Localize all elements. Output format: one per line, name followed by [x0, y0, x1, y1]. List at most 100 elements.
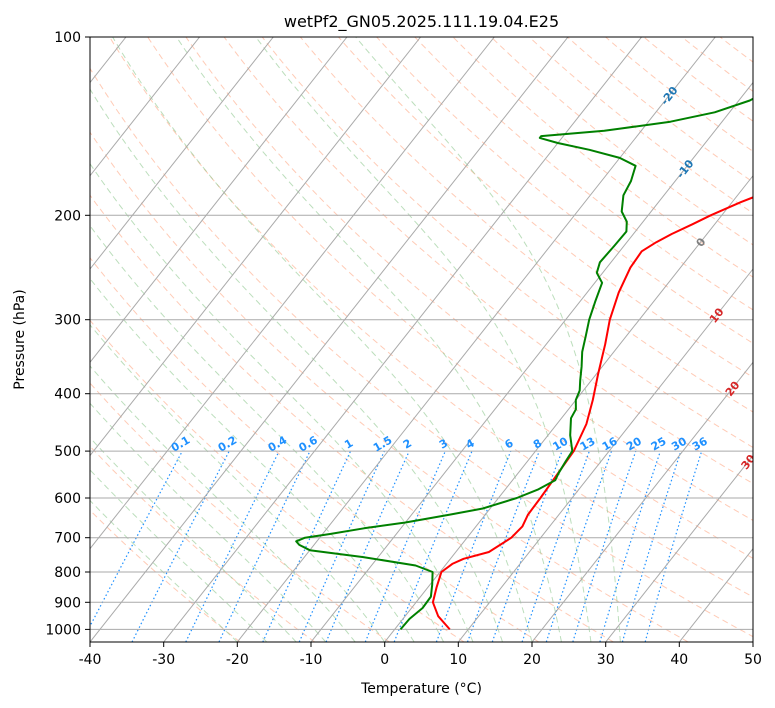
y-tick-label: 800: [54, 565, 81, 581]
isotherm-line: [384, 174, 753, 642]
dry-adiabat: [185, 37, 753, 522]
y-tick-label: 100: [54, 30, 81, 46]
isotherm-line: [90, 37, 421, 457]
moist-adiabat: [90, 324, 386, 642]
dry-adiabat: [109, 37, 753, 598]
dry-adiabat: [414, 37, 753, 311]
moist-adiabat: [90, 436, 297, 642]
y-tick-label: 600: [54, 491, 81, 507]
moist-adiabat: [90, 277, 415, 642]
moist-adiabats: [90, 37, 621, 642]
mixing-ratio-line: [521, 450, 590, 642]
y-tick-label: 500: [54, 444, 81, 460]
mixing-ratio-label: 2: [401, 437, 414, 452]
dry-adiabat: [90, 194, 614, 642]
isotherm-line: [90, 37, 495, 550]
mixing-ratio-line: [298, 450, 385, 642]
mixing-ratio-line: [491, 450, 563, 642]
isotherm-line: [90, 37, 200, 177]
x-tick-label: 50: [744, 652, 762, 668]
dry-adiabat: [90, 382, 390, 642]
moist-adiabat: [90, 224, 445, 642]
x-tick-label: 20: [523, 652, 541, 668]
y-tick-label: 200: [54, 208, 81, 224]
dry-adiabat: [490, 37, 753, 246]
dry-adiabat: [223, 37, 753, 485]
mixing-ratio-line: [262, 450, 352, 642]
moist-adiabat: [255, 37, 592, 642]
y-tick-label: 300: [54, 313, 81, 329]
dry-adiabat: [758, 37, 775, 642]
mixing-ratio-line: [466, 450, 540, 642]
moist-adiabat: [90, 402, 327, 642]
mixing-ratio-line: [131, 450, 230, 642]
isotherm-line: [531, 361, 753, 642]
y-tick-label: 1000: [45, 622, 81, 638]
dry-adiabat: [528, 37, 753, 214]
isotherm-line: [236, 37, 716, 642]
moist-adiabat: [90, 365, 356, 642]
dry-adiabat: [90, 509, 241, 642]
mixing-ratio-label: 4: [464, 436, 477, 451]
isotherm-line: [90, 37, 348, 364]
isotherm-line: [90, 37, 274, 270]
isotherm-line: [457, 268, 753, 642]
y-tick-label: 400: [54, 387, 81, 403]
chart-title: wetPf2_GN05.2025.111.19.04.E25: [284, 12, 559, 32]
x-tick-label: -10: [300, 652, 323, 668]
mixing-ratio-label: 6: [502, 436, 515, 451]
mixing-ratio-line: [545, 450, 613, 642]
mixing-ratio-line: [90, 450, 183, 628]
isotherm-line: [605, 454, 753, 642]
temperature-series: [431, 196, 753, 631]
mixing-ratio-line: [435, 450, 512, 642]
isotherm-line: [310, 81, 753, 642]
dry-adiabat: [605, 37, 753, 152]
isotherm-label: -10: [674, 157, 697, 181]
mixing-ratio-line: [364, 450, 446, 642]
x-tick-label: -30: [152, 652, 175, 668]
isotherm-label: 40: [754, 525, 774, 545]
moist-adiabat: [90, 162, 474, 642]
isotherm-label: 30: [739, 452, 759, 472]
dry-adiabat: [681, 37, 753, 92]
plot-frame: [89, 36, 754, 643]
mixing-ratio-line: [599, 450, 661, 642]
x-tick-label: 30: [597, 652, 615, 668]
moist-adiabat: [176, 37, 562, 642]
dry-adiabat: [567, 37, 753, 183]
mixing-ratio-line: [185, 450, 280, 642]
dry-adiabat: [90, 67, 753, 638]
x-tick-label: 40: [670, 652, 688, 668]
y-tick-label: 900: [54, 595, 81, 611]
isotherm-line: [752, 641, 753, 642]
mixing-ratio-label: 1: [342, 437, 355, 452]
dry-adiabat: [261, 37, 753, 448]
x-tick-label: 0: [380, 652, 389, 668]
mixing-ratio-lines: [90, 450, 703, 642]
mixing-ratio-line: [325, 450, 410, 642]
x-axis-ticks: -40 -30 -20 -10 0 10 20 30 40 50: [79, 642, 762, 668]
dry-adiabat: [90, 445, 315, 642]
isotherm-gridlines: [90, 37, 753, 642]
moist-adiabat: [90, 88, 503, 642]
dry-adiabat: [338, 37, 753, 378]
mixing-ratio-line: [621, 450, 682, 642]
mixing-ratio-label: 8: [531, 437, 544, 452]
dry-adiabat: [147, 37, 753, 559]
isotherm-label: -20: [658, 84, 681, 108]
isotherm-label: 0: [694, 235, 709, 249]
x-tick-label: -40: [79, 652, 102, 668]
isobar-gridlines: [90, 37, 753, 630]
profile-series: [295, 97, 753, 631]
isotherm-label: -30: [642, 11, 665, 35]
x-tick-label: -20: [226, 652, 249, 668]
isotherm-line: [90, 37, 569, 642]
isotherm-line: [163, 37, 642, 642]
dry-adiabat: [90, 319, 465, 642]
y-axis-label: Pressure (hPa): [12, 289, 28, 389]
x-tick-label: 10: [449, 652, 467, 668]
mixing-ratio-line: [572, 450, 637, 642]
